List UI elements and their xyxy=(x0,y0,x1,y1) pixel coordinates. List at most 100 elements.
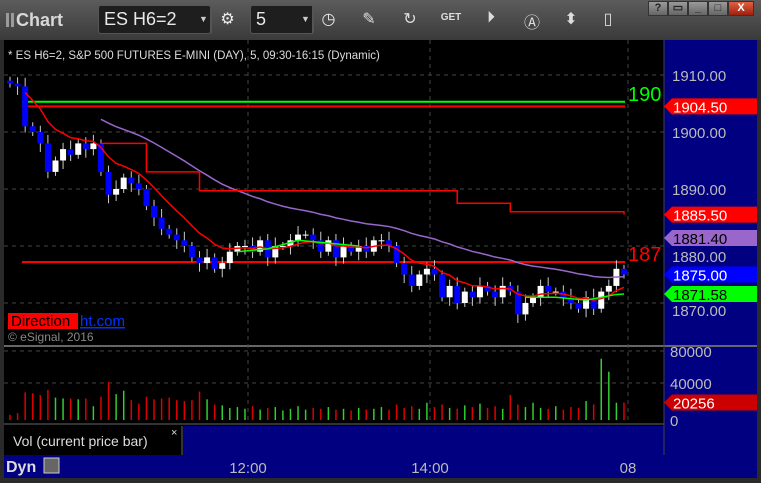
chevron-down-icon: ▼ xyxy=(199,14,208,24)
candle xyxy=(325,240,332,252)
volume-tick-label: 40000 xyxy=(670,376,712,393)
candle xyxy=(620,268,627,275)
horizontal-line-label: 190 xyxy=(628,84,661,106)
candle xyxy=(279,246,286,247)
minimize-button[interactable]: _ xyxy=(688,1,708,16)
play-icon[interactable]: ⏵ xyxy=(486,9,495,26)
candle xyxy=(188,246,195,258)
candle xyxy=(355,246,362,252)
candle xyxy=(386,240,392,246)
refresh-icon[interactable]: ↻ xyxy=(403,11,417,28)
help-button[interactable]: ? xyxy=(648,1,668,16)
restore-button[interactable]: ▭ xyxy=(668,1,688,16)
lock-clock-icon[interactable] xyxy=(43,457,60,474)
candle xyxy=(476,285,483,298)
alert-icon[interactable]: Ⓐ xyxy=(523,15,540,32)
candle xyxy=(135,183,142,189)
symbol-select[interactable]: ES H6=2 ▼ xyxy=(98,5,211,34)
candle xyxy=(7,80,13,84)
candle xyxy=(241,246,248,247)
close-button[interactable]: X xyxy=(728,1,754,16)
chart-window: 190 187 1910.00 1900.00 1890.00 1880.00 1870.0… xyxy=(4,40,757,478)
candle xyxy=(82,143,89,150)
candle xyxy=(120,177,127,189)
candle xyxy=(469,291,476,298)
slow-ma-line xyxy=(100,118,625,279)
gear-icon[interactable]: ⚙ xyxy=(211,6,243,34)
candle xyxy=(423,268,430,275)
candle xyxy=(272,246,279,258)
candle xyxy=(90,143,97,150)
y-tick-label: 1880.00 xyxy=(672,249,726,266)
candle xyxy=(499,285,506,298)
watermark-link[interactable]: ht.com xyxy=(80,313,125,330)
candle xyxy=(446,285,453,298)
price-label: 1881.40 xyxy=(673,231,727,248)
chevron-down-icon: ▼ xyxy=(301,14,310,24)
stop-step-line xyxy=(100,142,625,215)
price-label: 1875.00 xyxy=(673,268,727,285)
watermark-red-box xyxy=(8,313,78,329)
horizontal-line-label: 187 xyxy=(628,244,661,266)
candle xyxy=(454,285,461,303)
app-title: Chart xyxy=(6,10,63,31)
candle xyxy=(332,240,339,258)
volume-study-label[interactable]: Vol (current price bar) xyxy=(13,433,148,449)
candle xyxy=(257,240,264,252)
price-label-tag xyxy=(664,206,757,223)
candle xyxy=(484,285,491,292)
y-tick-label: 1910.00 xyxy=(672,68,726,85)
candle xyxy=(530,297,537,303)
volume-current-label: 20256 xyxy=(673,396,715,413)
candle xyxy=(37,132,44,144)
candle xyxy=(52,160,59,172)
candle xyxy=(226,251,233,264)
clock-icon[interactable]: ◷ xyxy=(312,6,344,34)
candle xyxy=(67,149,74,155)
y-tick-label: 1900.00 xyxy=(672,125,726,142)
y-tick-label: 1890.00 xyxy=(672,182,726,199)
candle xyxy=(44,143,51,172)
comment-icon[interactable]: ▯ xyxy=(603,11,613,28)
close-study-icon[interactable]: × xyxy=(171,427,177,439)
candle xyxy=(211,257,218,269)
price-label: 1885.50 xyxy=(673,208,727,225)
watermark-red: Direction xyxy=(11,313,70,330)
candle xyxy=(158,217,165,229)
x-tick-label: 14:00 xyxy=(411,460,449,477)
candle xyxy=(310,234,317,241)
get-icon[interactable]: GET xyxy=(440,12,462,23)
pencil-icon[interactable]: ✎ xyxy=(362,11,376,28)
interval-select[interactable]: 5 ▼ xyxy=(250,5,314,34)
candle xyxy=(340,246,347,258)
candle xyxy=(583,297,590,309)
candle xyxy=(590,297,597,309)
candle xyxy=(378,240,385,242)
interval-value: 5 xyxy=(256,9,267,29)
price-label-tag xyxy=(664,285,757,302)
candle xyxy=(113,189,120,195)
candle xyxy=(128,177,135,184)
candle xyxy=(317,240,324,252)
time-axis[interactable] xyxy=(4,455,664,478)
candle xyxy=(151,206,158,218)
candle xyxy=(567,297,574,303)
chart-header: * ES H6=2, S&P 500 FUTURES E-MINI (DAY),… xyxy=(8,50,380,62)
candle xyxy=(295,234,302,241)
x-tick-label: 12:00 xyxy=(229,460,267,477)
candle xyxy=(575,303,582,309)
candle xyxy=(219,263,226,269)
chart-svg[interactable]: 190 187 1910.00 1900.00 1890.00 1880.00 1870.0… xyxy=(4,40,757,478)
candle xyxy=(431,268,438,275)
candle xyxy=(598,291,605,309)
link-icon[interactable]: ⬍ xyxy=(564,11,578,28)
price-label: 1904.50 xyxy=(673,99,727,116)
toolbar: Chart ES H6=2 ▼ ⚙ 5 ▼ ◷ ✎ ↻ GET ⏵ Ⓐ ⬍ ▯ ? … xyxy=(0,0,761,40)
x-tick-label: 08 xyxy=(620,460,637,477)
candle xyxy=(408,274,415,286)
maximize-button[interactable]: □ xyxy=(708,1,728,16)
title-text: Chart xyxy=(16,10,64,30)
candle xyxy=(173,234,180,241)
candle xyxy=(393,246,400,264)
price-label-tag xyxy=(664,230,757,247)
